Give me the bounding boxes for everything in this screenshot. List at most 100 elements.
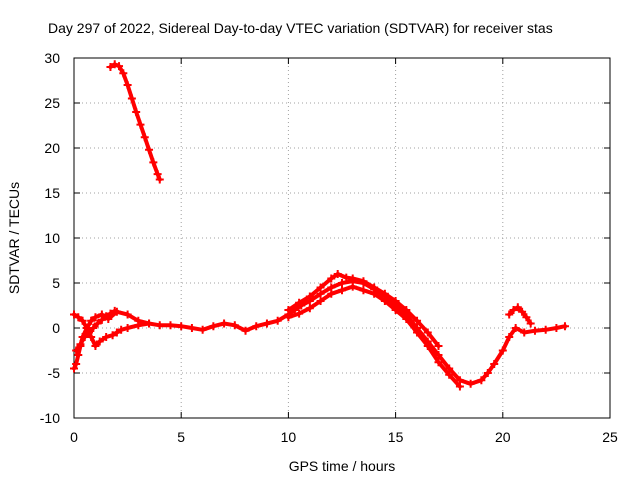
data-point xyxy=(316,297,325,305)
data-point xyxy=(78,316,87,325)
data-point xyxy=(155,321,164,330)
data-point xyxy=(380,289,389,298)
data-point xyxy=(423,328,432,337)
data-point xyxy=(132,108,141,116)
x-tick-label: 25 xyxy=(602,429,618,445)
series-trace xyxy=(286,272,441,348)
data-point xyxy=(123,81,132,89)
data-point xyxy=(117,325,126,334)
data-point xyxy=(518,307,527,316)
data-point xyxy=(74,351,83,359)
data-point xyxy=(483,369,492,377)
data-point xyxy=(513,303,522,312)
data-point xyxy=(490,360,499,368)
data-point xyxy=(155,175,164,184)
data-point xyxy=(177,322,186,331)
data-point xyxy=(220,319,229,328)
data-point xyxy=(97,315,106,324)
y-tick-label: 15 xyxy=(44,185,60,201)
data-point xyxy=(359,286,368,295)
data-point xyxy=(305,304,314,313)
data-point xyxy=(110,306,119,315)
series-trace xyxy=(74,308,117,353)
chart-title: Day 297 of 2022, Sidereal Day-to-day VTE… xyxy=(48,20,553,36)
data-point xyxy=(434,358,443,367)
data-point xyxy=(209,322,218,331)
y-tick-label: 5 xyxy=(52,275,60,291)
series-5 xyxy=(72,306,119,355)
data-point xyxy=(166,321,175,330)
data-point xyxy=(327,274,336,283)
data-point xyxy=(102,312,111,321)
data-point xyxy=(110,60,119,69)
data-point xyxy=(91,342,100,350)
data-series xyxy=(70,60,569,391)
data-point xyxy=(87,316,96,325)
series-trace xyxy=(72,279,567,386)
data-point xyxy=(391,306,400,314)
data-point xyxy=(106,63,115,71)
data-point xyxy=(76,340,85,349)
data-point xyxy=(134,321,143,330)
series-6 xyxy=(505,303,535,328)
data-point xyxy=(327,289,336,298)
data-point xyxy=(102,333,111,341)
data-point xyxy=(348,274,357,283)
data-point xyxy=(91,313,100,322)
data-point xyxy=(72,346,81,355)
data-point xyxy=(391,297,400,305)
x-tick-label: 0 xyxy=(70,429,78,445)
y-tick-label: 25 xyxy=(44,95,60,111)
data-point xyxy=(284,313,293,322)
series-0 xyxy=(106,60,164,184)
data-point xyxy=(505,333,514,341)
y-tick-label: 10 xyxy=(44,230,60,246)
data-point xyxy=(106,309,115,318)
y-tick-label: -10 xyxy=(40,410,60,426)
data-point xyxy=(541,325,550,334)
data-point xyxy=(333,270,342,278)
data-point xyxy=(560,322,569,331)
data-point xyxy=(80,333,89,341)
data-point xyxy=(70,364,78,373)
data-point xyxy=(413,328,422,337)
data-point xyxy=(423,342,432,350)
data-point xyxy=(241,326,250,335)
data-point xyxy=(402,315,411,323)
data-point xyxy=(123,310,132,319)
data-point xyxy=(348,282,357,291)
data-point xyxy=(284,306,293,314)
data-point xyxy=(93,319,102,328)
data-point xyxy=(511,324,520,332)
x-tick-label: 5 xyxy=(177,429,185,445)
data-point xyxy=(112,328,121,337)
axis-ticks: 0 5 10 15 20 25 -10 -5 0 5 10 15 20 25 30 xyxy=(40,50,618,445)
x-axis-title: GPS time / hours xyxy=(289,458,396,474)
data-point xyxy=(108,331,117,340)
data-point xyxy=(530,326,539,335)
y-tick-label: -5 xyxy=(48,365,61,381)
data-point xyxy=(230,321,239,330)
data-point xyxy=(498,346,507,355)
data-point xyxy=(70,310,78,319)
series-2 xyxy=(284,270,443,350)
data-point xyxy=(140,133,149,142)
x-tick-label: 15 xyxy=(388,429,404,445)
y-tick-label: 0 xyxy=(52,320,60,336)
x-tick-label: 20 xyxy=(495,429,511,445)
data-point xyxy=(509,306,518,314)
data-point xyxy=(198,325,207,334)
data-point xyxy=(338,279,346,287)
series-4 xyxy=(70,310,154,350)
data-point xyxy=(252,322,261,331)
data-point xyxy=(380,297,389,305)
data-point xyxy=(526,319,535,328)
data-point xyxy=(145,319,154,328)
series-3 xyxy=(284,282,464,391)
data-point xyxy=(434,342,443,350)
data-point xyxy=(295,309,304,318)
data-point xyxy=(262,319,271,328)
data-point xyxy=(455,382,464,391)
